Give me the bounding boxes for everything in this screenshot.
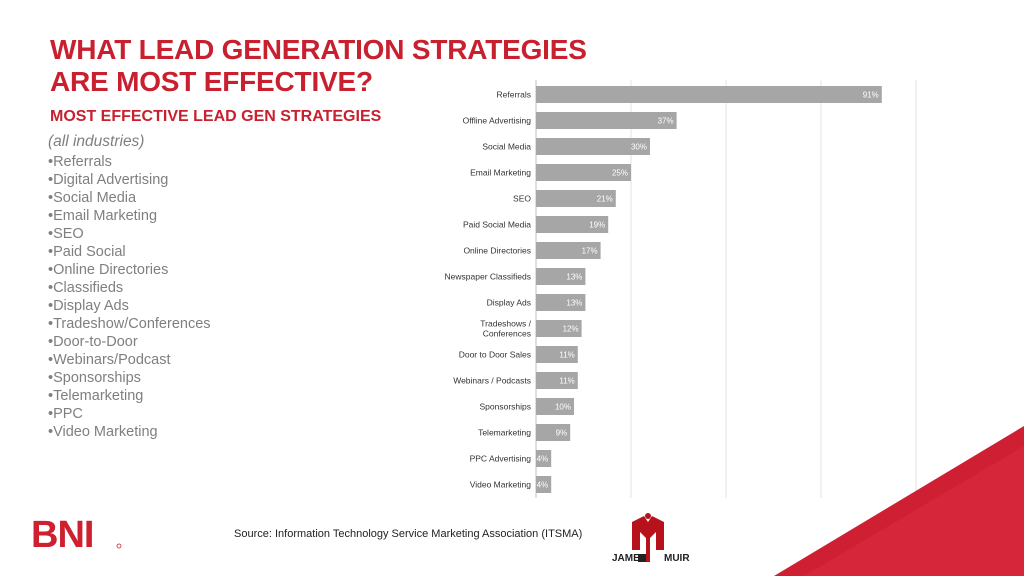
strategy-list-item: Online Directories	[48, 261, 211, 279]
chart-subtitle: MOST EFFECTIVE LEAD GEN STRATEGIES	[50, 108, 382, 125]
strategy-list-item: Paid Social	[48, 243, 211, 261]
strategy-list-item: Tradeshow/Conferences	[48, 315, 210, 333]
chart-category-label: SEO	[513, 194, 531, 204]
chart-category-label: Newspaper Classifieds	[445, 272, 531, 282]
chart-data-label: 4%	[537, 455, 549, 464]
chart-category-label: Referrals	[497, 90, 531, 100]
james-muir-logo-left-text: JAMES	[612, 553, 647, 564]
chart-data-label: 91%	[863, 91, 879, 100]
chart-category-label: Online Directories	[463, 246, 531, 256]
source-caption: Source: Information Technology Service M…	[234, 528, 583, 540]
chart-bar	[536, 346, 578, 363]
page-title: WHAT LEAD GENERATION STRATEGIES ARE MOST…	[50, 34, 587, 98]
strategy-list-item: SEO	[48, 225, 211, 243]
chart-data-label: 17%	[582, 247, 598, 256]
strategy-list: (all industries) ReferralsDigital Advert…	[48, 133, 211, 441]
chart-bar	[536, 398, 574, 415]
strategy-list-item: Referrals	[48, 153, 211, 171]
strategy-list-item: Sponsorships	[48, 369, 211, 387]
strategy-list-item: Classifieds	[48, 279, 211, 297]
chart-data-label: 21%	[597, 195, 613, 204]
james-muir-logo-right-text: MUIR	[664, 553, 690, 564]
chart-bar	[536, 138, 650, 155]
chart-category-label: Offline Advertising	[463, 116, 532, 126]
chart-data-label: 13%	[566, 299, 582, 308]
bni-logo: BNI	[31, 514, 122, 553]
chart-bar	[536, 476, 552, 493]
chart-category-label: Paid Social Media	[463, 220, 531, 230]
chart-data-label: 11%	[559, 351, 574, 360]
chart-bar	[536, 294, 586, 311]
bni-logo-text: BNI	[31, 514, 93, 553]
chart-bar	[536, 164, 631, 181]
chart-data-label: 4%	[537, 481, 549, 490]
chart-category-label: Email Marketing	[470, 168, 531, 178]
strategy-list-item: PPC	[48, 405, 211, 423]
strategy-list-item: Door-to-Door	[48, 333, 211, 351]
page-title-line-1: WHAT LEAD GENERATION STRATEGIES	[50, 34, 587, 65]
james-muir-logo: JAMES MUIR	[612, 513, 690, 564]
chart-category-label: Telemarketing	[478, 428, 531, 438]
chart-category-label: Tradeshows / Conferences	[480, 319, 531, 339]
page-title-line-2: ARE MOST EFFECTIVE?	[50, 66, 373, 97]
chart-data-label: 13%	[566, 273, 582, 282]
chart-data-label: 25%	[612, 169, 628, 178]
chart-bar	[536, 216, 609, 233]
chart-category-label: Sponsorships	[479, 402, 531, 412]
strategy-list-item: Telemarketing	[48, 387, 211, 405]
chart-data-label: 37%	[658, 117, 674, 126]
chart-bar	[536, 320, 582, 337]
chart-data-label: 9%	[556, 429, 568, 438]
corner-decoration	[774, 426, 1024, 576]
strategy-list-item: Display Ads	[48, 297, 211, 315]
chart-category-label: Video Marketing	[470, 480, 532, 490]
chart-data-label: 10%	[555, 403, 571, 412]
chart-bar	[536, 242, 601, 259]
chart-data-label: 12%	[563, 325, 579, 334]
chart-bar	[536, 86, 882, 103]
chart-category-label: Webinars / Podcasts	[453, 376, 531, 386]
chart-bar	[536, 190, 616, 207]
chart-bar	[536, 450, 552, 467]
chart-category-label: Social Media	[482, 142, 531, 152]
chart-data-label: 30%	[631, 143, 647, 152]
chart-category-label: PPC Advertising	[470, 454, 532, 464]
strategy-list-item: Webinars/Podcast	[48, 351, 211, 369]
strategy-list-item: Email Marketing	[48, 207, 211, 225]
strategy-items: ReferralsDigital AdvertisingSocial Media…	[48, 153, 211, 441]
strategy-list-item: Video Marketing	[48, 423, 211, 441]
chart-bar	[536, 372, 578, 389]
strategy-list-item: Social Media	[48, 189, 211, 207]
chart-bar	[536, 424, 571, 441]
chart-data-label: 11%	[559, 377, 574, 386]
strategy-list-item: Digital Advertising	[48, 171, 211, 189]
chart-bar	[536, 268, 586, 285]
chart-category-label: Door to Door Sales	[459, 350, 531, 360]
chart-category-label: Display Ads	[487, 298, 531, 308]
chart-data-label: 19%	[589, 221, 605, 230]
chart-bar	[536, 112, 677, 129]
strategy-list-intro: (all industries)	[48, 133, 145, 150]
